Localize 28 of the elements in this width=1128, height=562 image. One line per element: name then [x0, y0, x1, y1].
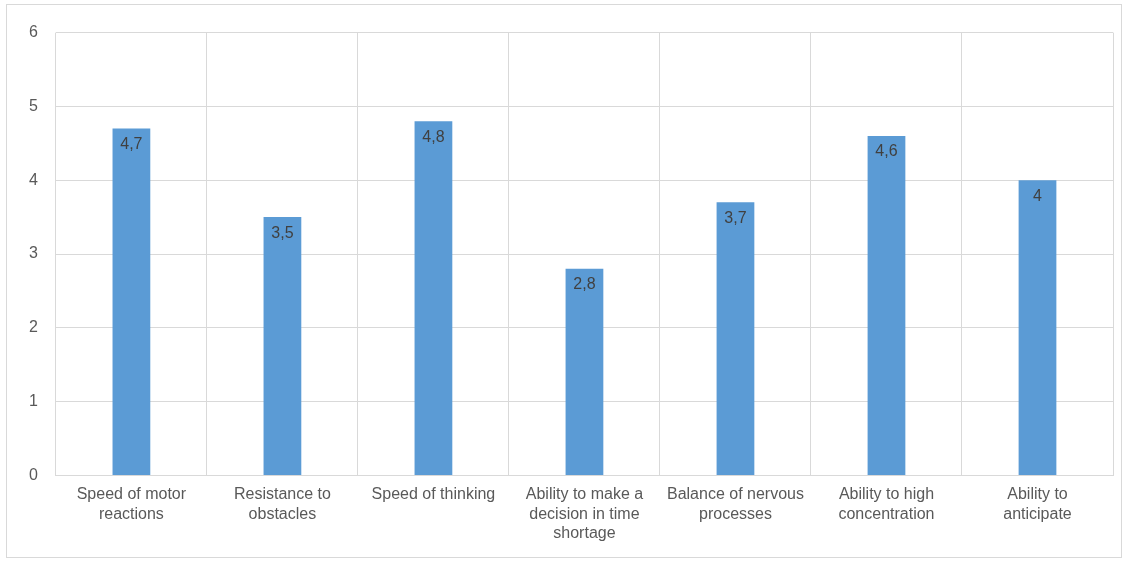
bar — [716, 202, 755, 475]
y-tick-label: 2 — [28, 318, 38, 336]
y-tick-label: 5 — [28, 96, 38, 114]
data-label: 3,7 — [724, 208, 747, 226]
y-tick-label: 6 — [28, 23, 38, 41]
x-tick-label: Speed of motor reactions — [76, 485, 187, 522]
y-tick-label: 3 — [28, 244, 38, 262]
data-label: 3,5 — [271, 223, 294, 241]
bar — [1018, 180, 1057, 475]
x-tick-label: Resistance to obstacles — [233, 485, 331, 522]
x-tick-label: Ability to anticipate — [1003, 485, 1072, 522]
y-tick-label: 0 — [28, 465, 38, 483]
x-tick-label: Ability to high concentration — [838, 485, 935, 522]
data-label: 4,8 — [422, 127, 445, 145]
x-tick-label: Ability to make a decision in time shortage — [525, 485, 644, 541]
y-tick-label: 4 — [28, 170, 38, 188]
data-label: 4,7 — [120, 134, 143, 152]
bar — [112, 128, 151, 475]
bar — [867, 135, 906, 475]
y-tick-label: 1 — [28, 392, 38, 410]
x-tick-label: Speed of thinking — [371, 485, 496, 503]
data-label: 2,8 — [573, 275, 596, 293]
bar — [263, 217, 302, 475]
bar — [414, 121, 453, 475]
bar — [565, 268, 604, 475]
x-tick-label: Balance of nervous processes — [666, 485, 804, 522]
data-label: 4 — [1033, 186, 1043, 204]
data-label: 4,6 — [875, 142, 898, 160]
